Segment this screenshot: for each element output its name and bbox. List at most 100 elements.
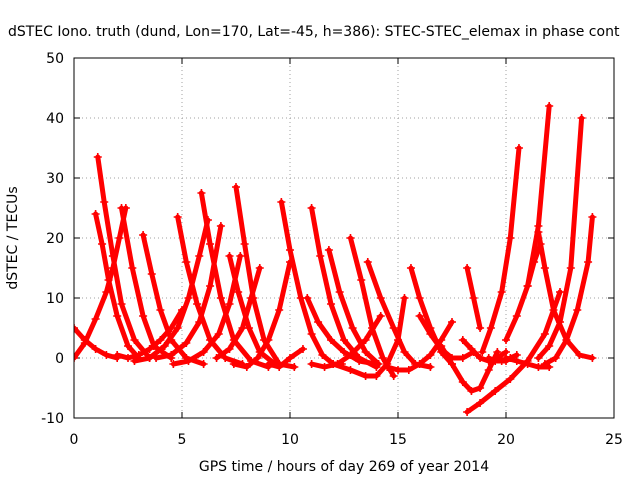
data-point	[545, 102, 554, 110]
data-point	[512, 312, 521, 320]
data-point	[348, 324, 357, 332]
data-point	[98, 240, 107, 248]
data-point	[240, 240, 249, 248]
data-point	[540, 360, 549, 368]
data-point	[484, 354, 493, 362]
data-point	[426, 330, 435, 338]
series-trace	[460, 337, 509, 364]
data-point	[340, 348, 348, 356]
data-point	[324, 246, 333, 254]
data-point	[195, 252, 204, 260]
data-point	[534, 363, 543, 371]
data-point	[562, 336, 571, 344]
data-point	[458, 378, 467, 386]
data-point	[400, 294, 409, 302]
data-point	[93, 153, 102, 161]
data-point	[584, 258, 593, 266]
data-point	[486, 324, 495, 332]
data-point	[91, 210, 100, 218]
data-point	[502, 354, 510, 362]
data-point	[374, 360, 383, 368]
data-point	[316, 252, 325, 260]
data-point	[91, 315, 100, 323]
series-18	[264, 345, 307, 371]
data-point	[117, 204, 126, 212]
series-trace	[175, 214, 245, 367]
series-39	[534, 114, 586, 362]
data-point	[415, 360, 424, 368]
data-point	[113, 351, 122, 359]
data-point	[426, 351, 435, 359]
data-point	[206, 240, 215, 248]
series-trace	[93, 211, 142, 361]
data-point	[80, 339, 89, 347]
data-point	[286, 246, 294, 254]
data-point	[458, 354, 467, 362]
data-point	[389, 372, 398, 380]
data-point	[182, 258, 191, 266]
data-point	[139, 312, 148, 320]
data-point	[502, 336, 510, 344]
data-point	[91, 345, 100, 353]
data-point	[290, 363, 299, 371]
data-point	[376, 294, 385, 302]
data-point	[173, 324, 182, 332]
data-point	[394, 366, 402, 374]
data-point	[314, 318, 323, 326]
data-point	[534, 228, 543, 236]
data-point	[346, 234, 355, 242]
data-point	[199, 348, 208, 356]
data-point	[156, 336, 165, 344]
y-tick-label: 30	[46, 171, 64, 187]
data-point	[327, 336, 336, 344]
data-point	[551, 354, 560, 362]
data-point	[556, 288, 564, 296]
data-point	[556, 318, 564, 326]
data-point	[378, 354, 387, 362]
data-point	[335, 288, 344, 296]
data-point	[506, 375, 515, 383]
data-point	[277, 198, 286, 206]
data-point	[361, 336, 370, 344]
y-tick-labels: -10 0 10 20 30 40 50	[41, 51, 64, 427]
data-point	[476, 354, 485, 362]
data-point	[193, 300, 202, 308]
data-point	[415, 312, 424, 320]
series-2	[74, 204, 130, 362]
data-point	[124, 342, 132, 350]
data-point	[216, 222, 225, 230]
data-point	[225, 300, 234, 308]
data-point	[145, 345, 154, 353]
series-trace	[542, 214, 595, 367]
series-38	[523, 240, 545, 290]
data-point	[476, 324, 485, 332]
x-tick-label: 25	[605, 432, 623, 448]
series-30	[463, 264, 485, 332]
data-point	[404, 366, 413, 374]
data-point	[534, 354, 543, 362]
series-13	[169, 252, 245, 368]
data-point	[363, 258, 372, 266]
series-20	[303, 294, 381, 368]
data-point	[478, 348, 487, 356]
data-point	[573, 306, 582, 314]
data-point	[491, 387, 500, 395]
data-point	[160, 342, 169, 350]
y-tick-label: 10	[46, 291, 64, 307]
series-21	[324, 246, 383, 368]
data-point	[307, 330, 316, 338]
data-point	[303, 294, 312, 302]
data-point	[372, 372, 381, 380]
data-point	[476, 384, 485, 392]
data-point	[169, 360, 178, 368]
data-point	[361, 348, 370, 356]
x-tick-label: 5	[178, 432, 187, 448]
data-point	[448, 360, 456, 368]
data-point	[361, 372, 370, 380]
data-point	[549, 306, 558, 314]
data-point	[286, 354, 294, 362]
data-point	[216, 294, 225, 302]
data-point	[463, 408, 472, 416]
data-point	[212, 354, 221, 362]
